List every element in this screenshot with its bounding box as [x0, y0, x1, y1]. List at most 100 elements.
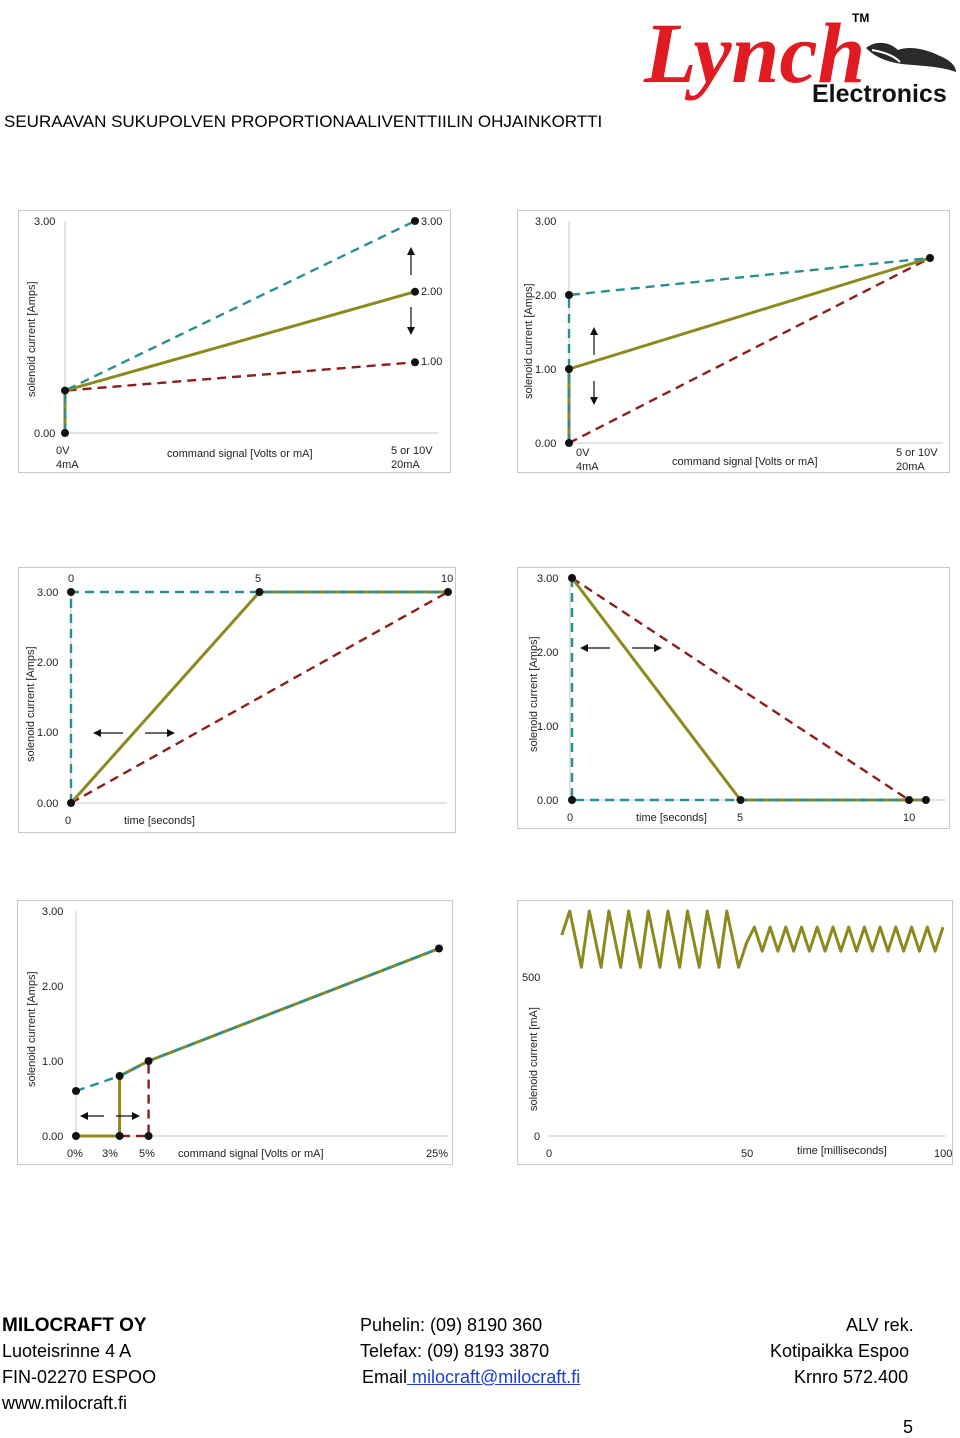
series-line-red-dashed	[571, 576, 926, 802]
email-row: Email milocraft@milocraft.fi	[362, 1367, 580, 1388]
data-point-marker	[67, 588, 75, 596]
y-tick-0: 0	[534, 1131, 540, 1143]
email-link[interactable]: milocraft@milocraft.fi	[407, 1367, 581, 1387]
series-line-teal-dashed	[570, 578, 926, 802]
bird-icon	[866, 42, 956, 72]
x-right-label-v: 5 or 10V	[896, 447, 938, 459]
chart-current-vs-command-1: 3.00 0.00 solenoid current [Amps] comman…	[18, 210, 451, 473]
data-point-marker	[115, 1072, 124, 1080]
x-right-label-v: 5 or 10V	[391, 445, 433, 457]
x-axis-label: command signal [Volts or mA]	[167, 448, 313, 460]
y-axis-label: solenoid current [Amps]	[528, 636, 540, 752]
chart-current-vs-command-2: 3.00 2.00 1.00 0.00 solenoid current [Am…	[517, 210, 950, 473]
y-tick-3: 3.00	[537, 573, 558, 585]
x-axis-label: time [seconds]	[636, 812, 707, 824]
data-point-marker	[565, 365, 573, 373]
logo-subtitle: Electronics	[812, 80, 947, 108]
x-axis-label: command signal [Volts or mA]	[672, 456, 818, 468]
y-tick-2: 2.00	[537, 647, 558, 659]
y-axis-label: solenoid current [Amps]	[523, 283, 535, 399]
y-axis-label: solenoid current [Amps]	[26, 971, 38, 1087]
data-point-marker	[565, 291, 573, 299]
data-point-marker	[435, 944, 443, 953]
y-tick-0: 0.00	[37, 798, 58, 810]
logo-wordmark: Lynch	[643, 5, 865, 101]
street-address: Luoteisrinne 4 A	[2, 1341, 132, 1361]
point-label-2: 2.00	[421, 286, 442, 298]
adjust-arrows	[580, 644, 662, 652]
x-axis-label: time [milliseconds]	[797, 1145, 887, 1157]
chart-dither: 500 0 solenoid current [mA] 0 50 100 tim…	[517, 900, 953, 1165]
x-right-label-ma: 20mA	[391, 459, 420, 471]
bottom-tick-50: 50	[741, 1148, 753, 1160]
data-point-marker	[67, 799, 75, 807]
page-number: 5	[903, 1417, 914, 1437]
data-point-marker	[565, 439, 573, 447]
y-tick-2: 2.00	[42, 981, 63, 993]
data-point-marker	[255, 588, 264, 596]
adjust-arrows	[407, 247, 415, 335]
data-point-marker	[411, 358, 419, 367]
chart-deadband: 3.00 2.00 1.00 0.00 solenoid current [Am…	[17, 900, 453, 1165]
data-point-marker	[568, 574, 576, 582]
data-point-marker	[905, 796, 913, 804]
series-line-teal-dashed	[567, 256, 931, 443]
company-name: MILOCRAFT OY	[2, 1315, 147, 1336]
data-point-marker	[926, 254, 934, 262]
bottom-tick-0pct: 0%	[67, 1148, 83, 1160]
chart-ramp-down: 3.00 2.00 1.00 0.00 solenoid current [Am…	[517, 567, 950, 829]
logo-tm: TM	[852, 11, 869, 25]
data-point-marker	[411, 287, 419, 296]
point-label-1: 1.00	[421, 356, 442, 368]
x-left-label-ma: 4mA	[576, 461, 599, 473]
bottom-tick-3pct: 3%	[102, 1148, 118, 1160]
website-link[interactable]: www.milocraft.fi	[2, 1393, 128, 1413]
data-point-marker	[61, 429, 69, 437]
data-point-marker	[736, 796, 745, 804]
data-point-marker	[411, 217, 419, 225]
x-left-label-v: 0V	[576, 447, 590, 459]
y-tick-1: 1.00	[535, 364, 556, 376]
series-line-red-dashed	[70, 590, 449, 805]
y-tick-3: 3.00	[42, 906, 63, 918]
lynch-electronics-logo: Lynch TM Electronics	[640, 2, 958, 110]
y-tick-3: 3.00	[535, 216, 556, 228]
y-tick-2: 2.00	[535, 290, 556, 302]
x-axis-label: command signal [Volts or mA]	[178, 1148, 324, 1160]
bottom-tick-0: 0	[65, 815, 71, 827]
adjust-arrows	[93, 729, 175, 737]
bottom-tick-0: 0	[567, 812, 573, 824]
bottom-tick-0: 0	[546, 1148, 552, 1160]
bottom-tick-100: 100	[934, 1148, 952, 1160]
series-line-teal-dashed	[63, 219, 416, 433]
bottom-tick-5pct: 5%	[139, 1148, 155, 1160]
domicile: Kotipaikka Espoo	[770, 1341, 910, 1361]
x-axis-label: time [seconds]	[124, 815, 195, 827]
x-left-label-v: 0V	[56, 445, 70, 457]
series-line-olive-solid	[560, 909, 945, 969]
y-tick-1: 1.00	[537, 721, 558, 733]
trade-register-number: Krnro 572.400	[794, 1367, 909, 1387]
series-line-teal-dashed	[75, 947, 440, 1093]
y-tick-2: 2.00	[37, 657, 58, 669]
data-point-marker	[444, 588, 452, 596]
email-label: Email	[362, 1367, 408, 1387]
y-tick-0: 0.00	[537, 795, 558, 807]
x-right-label-ma: 20mA	[896, 461, 925, 473]
bottom-tick-5: 5	[737, 812, 743, 824]
series-line-olive-solid	[63, 290, 416, 433]
data-point-marker	[568, 796, 576, 804]
y-tick-3: 3.00	[34, 216, 55, 228]
data-point-marker	[921, 796, 930, 804]
fax-number: Telefax: (09) 8193 3870	[360, 1341, 550, 1361]
y-tick-0: 0.00	[34, 428, 55, 440]
x-left-label-ma: 4mA	[56, 459, 79, 471]
y-tick-1: 1.00	[42, 1056, 63, 1068]
series-line-red-dashed	[568, 256, 931, 445]
vat-registration: ALV rek.	[846, 1315, 914, 1335]
y-axis-label: solenoid current [mA]	[528, 1007, 540, 1111]
data-point-marker	[144, 1132, 153, 1140]
y-tick-500: 500	[522, 972, 540, 984]
series-line-olive-solid	[570, 577, 926, 802]
data-point-marker	[72, 1132, 80, 1140]
